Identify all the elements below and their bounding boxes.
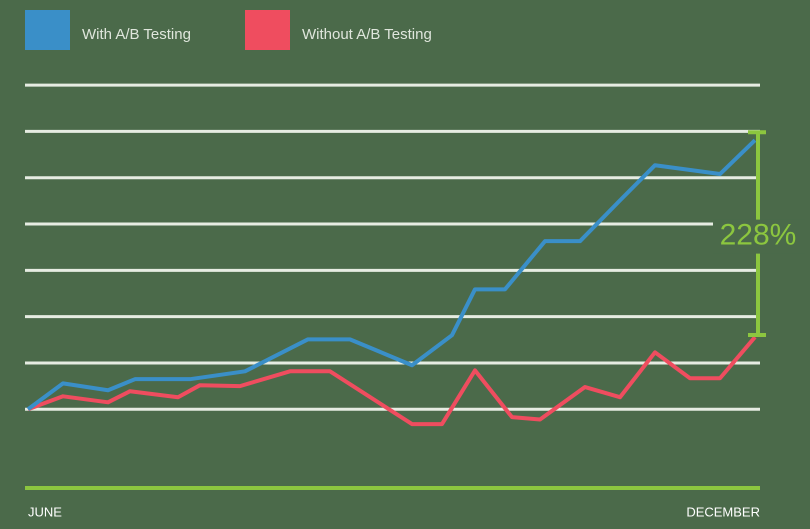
data-line <box>27 335 757 427</box>
annotation-bg <box>713 219 805 254</box>
legend-label: With A/B Testing <box>82 26 191 43</box>
annotation: 228% <box>720 219 797 252</box>
x-tick-label: DECEMBER <box>686 504 760 519</box>
legend-swatch <box>25 10 70 50</box>
legend-swatch <box>245 10 290 50</box>
x-tick-label: JUNE <box>28 504 62 519</box>
legend-label: Without A/B Testing <box>302 26 432 43</box>
data-line <box>26 138 757 411</box>
